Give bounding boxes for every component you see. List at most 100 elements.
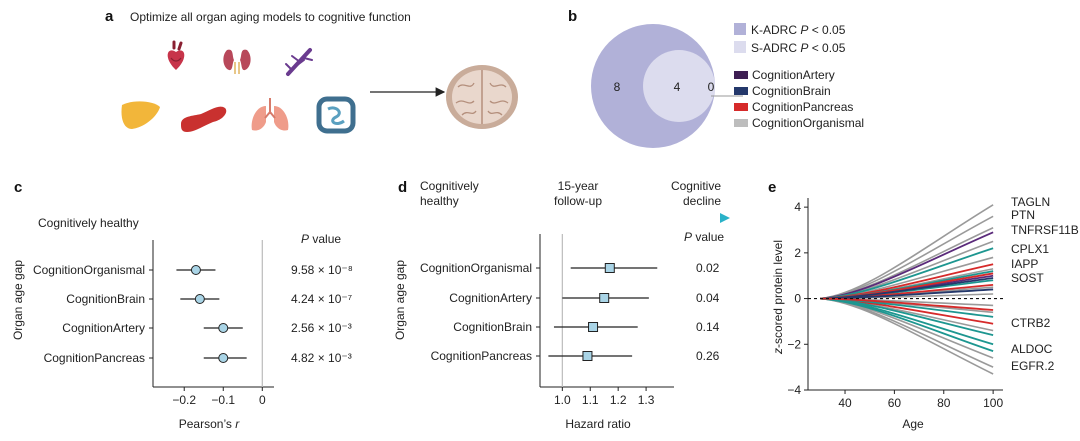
arrow-mid-line2: follow-up xyxy=(554,194,602,208)
panel-c: c Cognitively healthy P value Organ age … xyxy=(11,179,353,431)
panel-d-ylabel: Organ age gap xyxy=(393,260,407,340)
legend-swatch xyxy=(734,23,746,35)
legend-label: CognitionOrganismal xyxy=(752,116,864,130)
row-label: CognitionArtery xyxy=(62,321,145,335)
panel-d-pvalue-header: P value xyxy=(684,230,724,244)
venn-legend: K-ADRC P < 0.05 S-ADRC P < 0.05 CognitionA… xyxy=(734,23,864,130)
legend-label: CognitionBrain xyxy=(752,84,831,98)
panel-c-pvalue-header: P value xyxy=(301,232,341,246)
heart-icon xyxy=(167,40,185,70)
intestine-icon xyxy=(316,96,356,134)
p-value: 2.56 × 10⁻³ xyxy=(291,321,352,335)
arrow-right-line1: Cognitive xyxy=(671,179,721,193)
x-tick-label: −0.1 xyxy=(211,393,235,407)
arrow-left-line1: Cognitively xyxy=(420,179,479,193)
protein-label: CPLX1 xyxy=(1011,242,1049,256)
legend-swatch xyxy=(734,119,748,127)
row-label: CognitionBrain xyxy=(453,320,532,334)
row-label: CognitionArtery xyxy=(449,291,532,305)
protein-label: IAPP xyxy=(1011,257,1038,271)
lungs-icon xyxy=(251,98,289,131)
panel-c-letter: c xyxy=(14,179,22,196)
kidney-icon xyxy=(223,49,251,74)
panel-d-letter: d xyxy=(398,179,407,196)
panel-e-ylabel: z-scored protein level xyxy=(771,240,785,355)
arrow-mid-line1: 15-year xyxy=(558,179,599,193)
x-tick-label: 60 xyxy=(888,396,902,410)
legend-swatch xyxy=(734,87,748,95)
y-tick-label: −4 xyxy=(787,383,801,397)
y-tick-label: 2 xyxy=(794,246,801,260)
panel-b-letter: b xyxy=(568,8,577,25)
x-tick-label: 80 xyxy=(937,396,951,410)
panel-c-forest-plot: −0.2 −0.1 0 CognitionOrganismal 9.58 × 10⁻⁸ C… xyxy=(33,240,353,407)
liver-icon xyxy=(121,101,160,129)
x-tick-label: 1.0 xyxy=(554,393,571,407)
protein-label: EGFR.2 xyxy=(1011,359,1055,373)
x-tick-label: −0.2 xyxy=(172,393,196,407)
row-label: CognitionBrain xyxy=(66,292,145,306)
legend-label: K-ADRC P < 0.05 xyxy=(751,23,846,37)
panel-a-title: Optimize all organ aging models to cogni… xyxy=(130,10,411,24)
protein-label: TAGLN xyxy=(1011,195,1050,209)
panel-d-forest-plot: 1.0 1.1 1.2 1.3 CognitionOrganismal 0.02 Cogni… xyxy=(420,234,720,407)
x-tick-label: 1.2 xyxy=(610,393,627,407)
panel-c-subtitle: Cognitively healthy xyxy=(38,216,139,230)
venn-inner-count: 4 xyxy=(674,80,681,94)
x-tick-label: 1.1 xyxy=(582,393,599,407)
panel-a: a Optimize all organ aging models to cog… xyxy=(105,8,518,134)
row-label: CognitionPancreas xyxy=(44,351,145,365)
row-label: CognitionPancreas xyxy=(431,349,532,363)
legend-swatch xyxy=(734,71,748,79)
panel-d-xlabel: Hazard ratio xyxy=(565,417,631,431)
p-value: 4.24 × 10⁻⁷ xyxy=(291,292,352,306)
protein-trajectory-line xyxy=(820,297,994,311)
venn-side-count: 0 xyxy=(708,80,715,94)
p-value: 0.04 xyxy=(696,291,720,305)
point-estimate xyxy=(194,294,205,304)
x-tick-label: 0 xyxy=(259,393,266,407)
protein-label: PTN xyxy=(1011,208,1035,222)
legend-label: S-ADRC P < 0.05 xyxy=(751,41,846,55)
point-estimate xyxy=(218,353,229,363)
protein-label: CTRB2 xyxy=(1011,316,1051,330)
point-estimate xyxy=(582,351,593,361)
legend-label: CognitionArtery xyxy=(752,68,835,82)
p-value: 0.14 xyxy=(696,320,720,334)
panel-a-letter: a xyxy=(105,8,114,25)
pancreas-icon xyxy=(181,106,227,132)
protein-trajectory-line xyxy=(820,297,994,346)
y-tick-label: 0 xyxy=(794,292,801,306)
panel-e-xlabel: Age xyxy=(902,417,924,431)
artery-icon xyxy=(285,48,313,76)
p-value: 4.82 × 10⁻³ xyxy=(291,351,352,365)
point-estimate xyxy=(604,263,615,273)
venn-outer-count: 8 xyxy=(614,80,621,94)
arrow-right-line2: decline xyxy=(683,194,721,208)
panel-c-xlabel: Pearson’s r xyxy=(179,417,240,431)
brain-icon xyxy=(446,65,518,129)
point-estimate xyxy=(190,265,201,275)
point-estimate xyxy=(218,323,229,333)
protein-label: TNFRSF11B xyxy=(1011,223,1079,237)
y-tick-label: −2 xyxy=(787,337,801,351)
p-value: 0.26 xyxy=(696,349,720,363)
panel-e: e z-scored protein level Age −4 −2 0 2 4 40 60… xyxy=(768,179,1079,431)
arrow-left-line2: healthy xyxy=(420,194,459,208)
protein-label: SOST xyxy=(1011,271,1044,285)
protein-label: ALDOC xyxy=(1011,342,1053,356)
row-label: CognitionOrganismal xyxy=(33,263,145,277)
legend-swatch xyxy=(734,41,746,53)
timeline-arrow-head xyxy=(720,213,730,223)
panel-e-letter: e xyxy=(768,179,776,196)
y-tick-label: 4 xyxy=(794,200,801,214)
panel-b: b 8 4 0 K-ADRC P < 0.05 S-ADRC P < 0.05 Co… xyxy=(568,8,864,148)
p-value: 0.02 xyxy=(696,261,720,275)
venn-sadrc-circle xyxy=(643,50,715,122)
panel-c-ylabel: Organ age gap xyxy=(11,260,25,340)
x-tick-label: 100 xyxy=(983,396,1003,410)
panel-d: d Cognitively healthy 15-year follow-up … xyxy=(393,179,730,431)
